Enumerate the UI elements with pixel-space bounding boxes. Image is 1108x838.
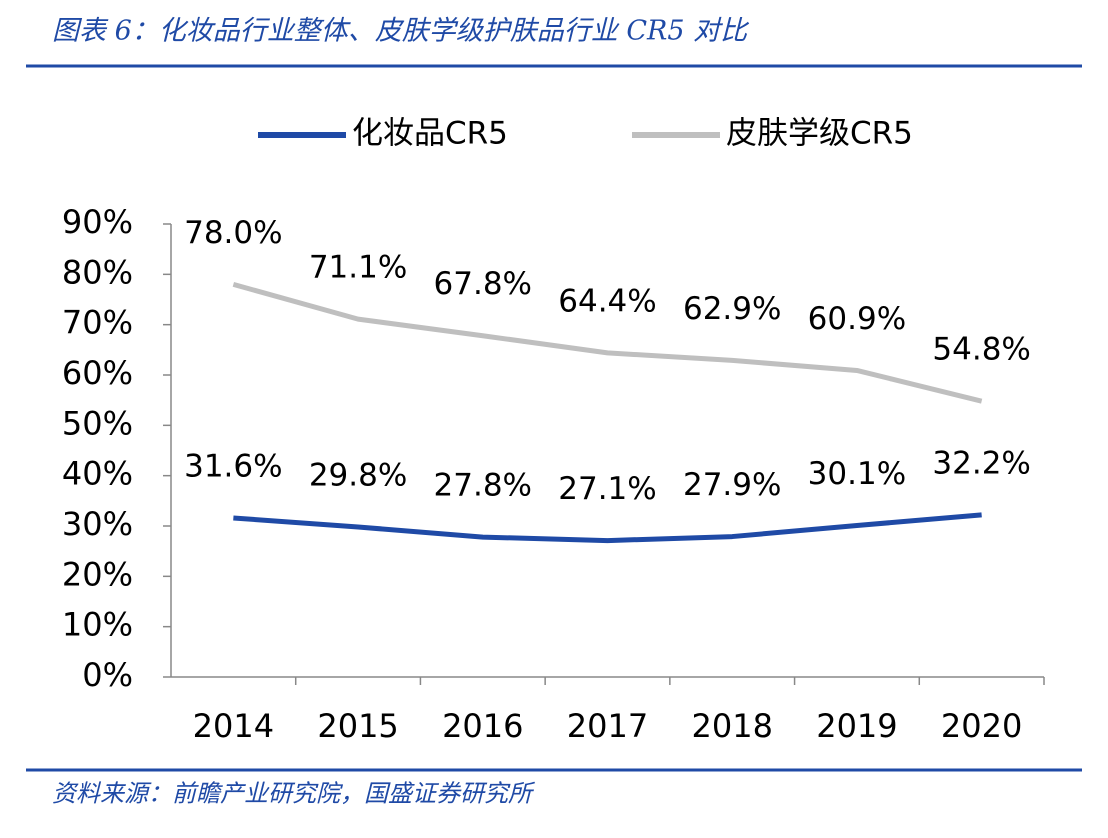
y-tick-label: 20% xyxy=(62,555,133,593)
x-tick-label: 2016 xyxy=(442,707,523,745)
x-tick-label: 2019 xyxy=(816,707,897,745)
y-tick-label: 50% xyxy=(62,404,133,442)
data-label: 67.8% xyxy=(434,266,532,302)
data-label: 27.9% xyxy=(683,467,781,503)
x-tick-label: 2017 xyxy=(567,707,648,745)
source-note: 资料来源：前瞻产业研究院，国盛证券研究所 xyxy=(52,780,536,808)
series-line xyxy=(233,512,982,544)
data-label: 54.8% xyxy=(932,332,1030,368)
data-label: 29.8% xyxy=(309,458,407,494)
legend-label: 皮肤学级CR5 xyxy=(726,116,913,152)
legend-label: 化妆品CR5 xyxy=(352,116,508,152)
data-label: 62.9% xyxy=(683,291,781,327)
y-tick-label: 40% xyxy=(62,455,133,493)
y-tick-label: 80% xyxy=(62,253,133,291)
y-tick-label: 70% xyxy=(62,304,133,342)
x-tick-label: 2015 xyxy=(317,707,398,745)
y-tick-label: 0% xyxy=(82,656,133,694)
y-tick-label: 90% xyxy=(62,203,133,241)
y-tick-label: 30% xyxy=(62,505,133,543)
data-label: 32.2% xyxy=(932,445,1030,481)
data-label: 27.1% xyxy=(558,471,656,507)
x-tick-label: 2014 xyxy=(193,707,274,745)
data-label: 71.1% xyxy=(309,250,407,286)
data-label: 31.6% xyxy=(184,448,282,484)
y-tick-label: 10% xyxy=(62,606,133,644)
x-tick-label: 2020 xyxy=(941,707,1022,745)
data-label: 78.0% xyxy=(184,215,282,251)
chart-title: 图表 6：化妆品行业整体、皮肤学级护肤品行业 CR5 对比 xyxy=(52,16,750,47)
data-label: 60.9% xyxy=(808,301,906,337)
data-label: 64.4% xyxy=(558,283,656,319)
y-tick-label: 60% xyxy=(62,354,133,392)
x-tick-label: 2018 xyxy=(691,707,772,745)
series-line xyxy=(232,281,983,404)
data-label: 27.8% xyxy=(434,468,532,504)
data-label: 30.1% xyxy=(808,456,906,492)
